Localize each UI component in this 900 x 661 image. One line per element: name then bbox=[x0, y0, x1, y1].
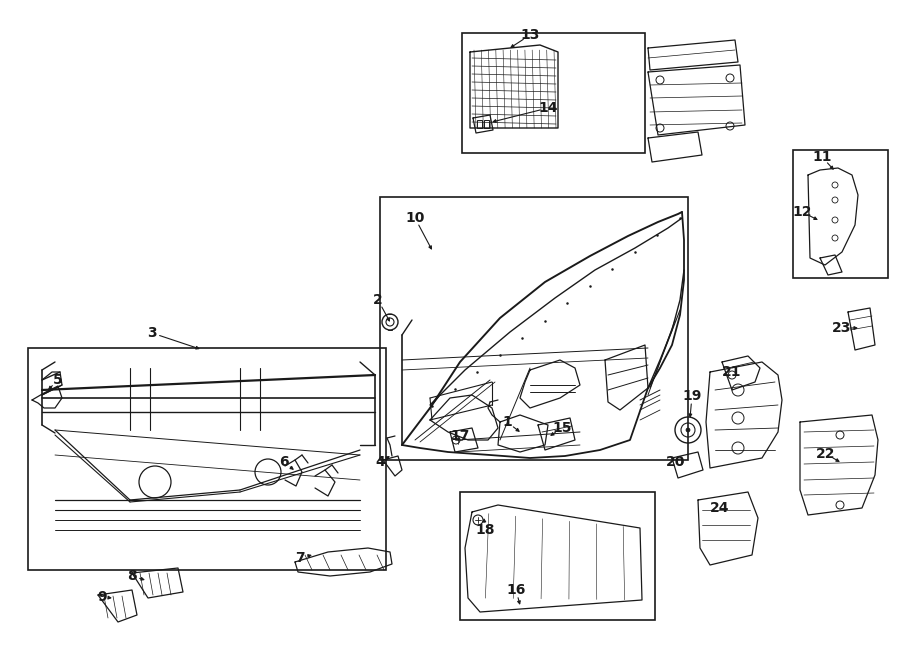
Text: 12: 12 bbox=[792, 205, 812, 219]
Text: 8: 8 bbox=[127, 569, 137, 583]
Text: 21: 21 bbox=[722, 365, 742, 379]
Bar bbox=[380, 197, 688, 460]
Text: 7: 7 bbox=[295, 551, 305, 565]
Text: 5: 5 bbox=[53, 373, 63, 387]
Bar bbox=[484, 120, 489, 128]
Text: 1: 1 bbox=[502, 415, 512, 429]
Bar bbox=[793, 150, 888, 278]
Text: 11: 11 bbox=[812, 150, 832, 164]
Text: 14: 14 bbox=[538, 101, 558, 115]
Text: 9: 9 bbox=[97, 590, 107, 604]
Text: 19: 19 bbox=[682, 389, 702, 403]
Circle shape bbox=[686, 428, 690, 432]
Text: 16: 16 bbox=[507, 583, 526, 597]
Text: 10: 10 bbox=[405, 211, 425, 225]
Bar bbox=[462, 33, 645, 153]
Text: 22: 22 bbox=[816, 447, 836, 461]
Bar bbox=[460, 492, 655, 620]
Text: 23: 23 bbox=[832, 321, 851, 335]
Text: 20: 20 bbox=[666, 455, 686, 469]
Text: 3: 3 bbox=[148, 326, 157, 340]
Text: 2: 2 bbox=[374, 293, 382, 307]
Text: 13: 13 bbox=[520, 28, 540, 42]
Text: 4: 4 bbox=[375, 455, 385, 469]
Text: 24: 24 bbox=[710, 501, 730, 515]
Bar bbox=[477, 120, 482, 128]
Bar bbox=[28, 348, 386, 570]
Text: 17: 17 bbox=[450, 429, 470, 443]
Text: 15: 15 bbox=[553, 421, 572, 435]
Text: 6: 6 bbox=[279, 455, 289, 469]
Text: 18: 18 bbox=[475, 523, 495, 537]
